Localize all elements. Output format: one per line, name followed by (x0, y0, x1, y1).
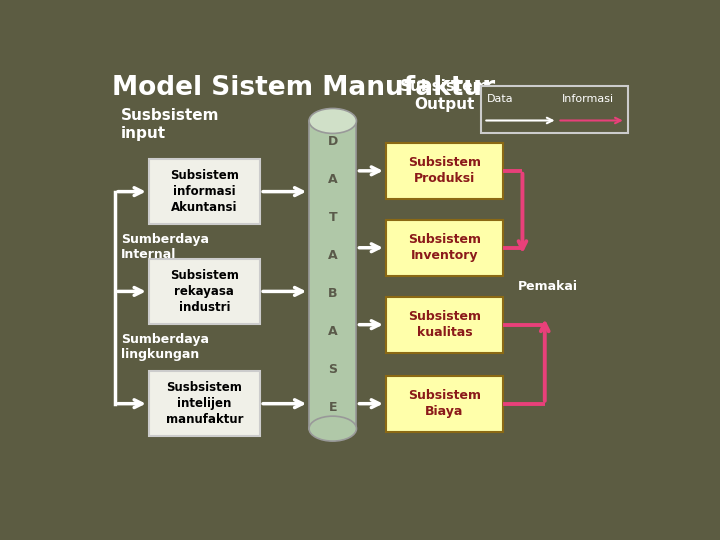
Text: Sumberdaya
lingkungan: Sumberdaya lingkungan (121, 333, 209, 361)
Text: Subsistem
kualitas: Subsistem kualitas (408, 310, 481, 339)
FancyBboxPatch shape (148, 372, 260, 436)
Text: Susbsistem
intelijen
manufaktur: Susbsistem intelijen manufaktur (166, 381, 243, 426)
FancyBboxPatch shape (386, 220, 503, 276)
Text: A: A (328, 249, 338, 262)
Text: Subsistem
Produksi: Subsistem Produksi (408, 156, 481, 185)
FancyBboxPatch shape (386, 296, 503, 353)
Ellipse shape (309, 416, 356, 441)
Text: Susbsistem
input: Susbsistem input (121, 109, 219, 141)
Text: Subsistem
informasi
Akuntansi: Subsistem informasi Akuntansi (170, 169, 239, 214)
Bar (309, 121, 356, 429)
Text: Subsistem
Output: Subsistem Output (400, 79, 489, 112)
Text: D: D (328, 135, 338, 148)
Text: Informasi: Informasi (562, 94, 614, 104)
Text: T: T (328, 211, 337, 224)
Text: Pemakai: Pemakai (518, 280, 577, 293)
Text: A: A (328, 325, 338, 338)
FancyBboxPatch shape (481, 85, 629, 133)
Ellipse shape (309, 109, 356, 133)
Text: Sumberdaya
Internal: Sumberdaya Internal (121, 233, 209, 261)
Text: Data: Data (487, 94, 514, 104)
FancyBboxPatch shape (148, 159, 260, 224)
Text: B: B (328, 287, 338, 300)
FancyBboxPatch shape (148, 259, 260, 323)
Text: S: S (328, 363, 337, 376)
Text: Subsistem
Inventory: Subsistem Inventory (408, 233, 481, 262)
Text: Subsistem
rekayasa
industri: Subsistem rekayasa industri (170, 269, 239, 314)
Text: Model Sistem Manufaktur: Model Sistem Manufaktur (112, 75, 495, 101)
Text: A: A (328, 173, 338, 186)
Text: Subsistem
Biaya: Subsistem Biaya (408, 389, 481, 418)
FancyBboxPatch shape (386, 143, 503, 199)
Text: E: E (328, 401, 337, 414)
FancyBboxPatch shape (386, 376, 503, 432)
